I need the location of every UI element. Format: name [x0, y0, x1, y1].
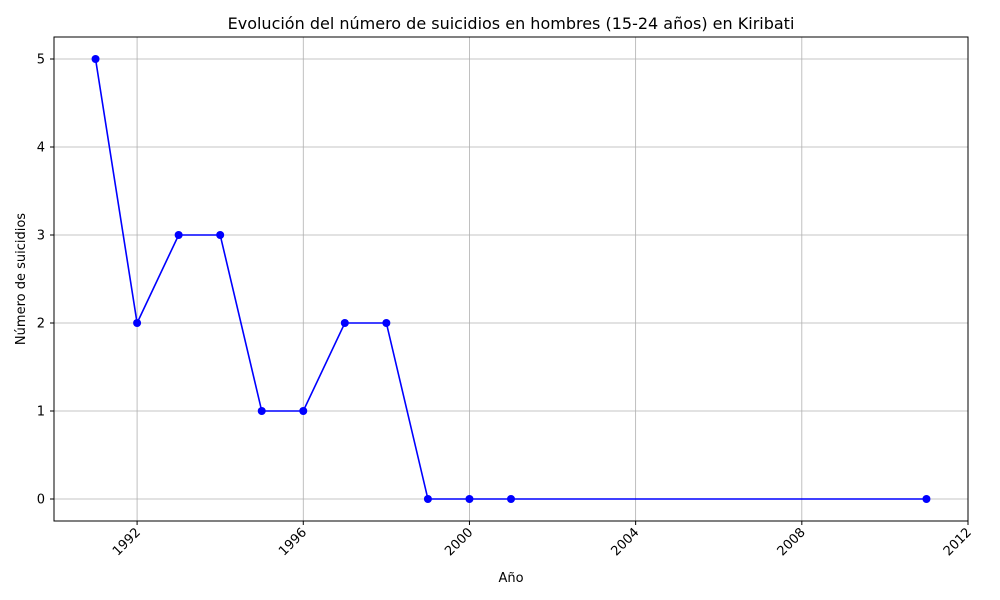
x-axis-title: Año	[498, 571, 523, 586]
y-tick-label: 1	[37, 405, 45, 420]
y-tick-label: 2	[37, 317, 45, 332]
data-point	[257, 407, 266, 415]
data-point	[174, 231, 183, 239]
x-tick-label: 2004	[608, 525, 642, 559]
data-point	[922, 495, 931, 503]
y-tick-label: 3	[37, 229, 45, 244]
x-tick-label: 2008	[775, 525, 809, 559]
data-point	[216, 231, 225, 239]
data-point	[507, 495, 515, 503]
y-tick-label: 0	[37, 493, 45, 508]
data-point	[423, 495, 432, 503]
y-tick-label: 5	[37, 53, 45, 68]
data-point	[340, 319, 349, 327]
data-point	[465, 495, 474, 503]
y-axis-title: Número de suicidios	[14, 213, 29, 345]
data-point	[382, 319, 391, 327]
plot-frame	[53, 36, 969, 522]
y-tick-label: 4	[37, 141, 45, 156]
data-point	[133, 319, 142, 327]
series-layer	[91, 55, 931, 503]
chart-title: Evolución del número de suicidios en hom…	[228, 14, 795, 33]
grid-lines	[54, 37, 969, 521]
x-tick-label: 1996	[276, 525, 310, 559]
series-line	[94, 58, 927, 500]
data-point	[91, 55, 100, 63]
x-tick-label: 1992	[110, 525, 144, 559]
x-tick-label: 2012	[941, 525, 975, 559]
x-tick-label: 2000	[442, 525, 476, 559]
data-point	[299, 407, 308, 415]
